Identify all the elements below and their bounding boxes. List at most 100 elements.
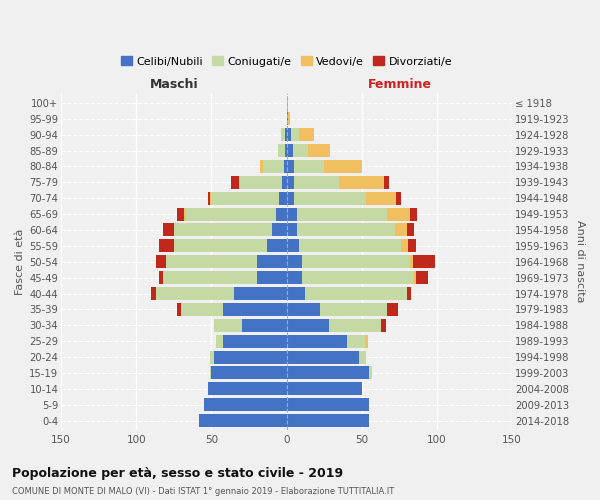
Bar	[287, 112, 288, 126]
Bar	[240, 176, 282, 189]
Bar	[297, 208, 388, 220]
Bar	[184, 208, 186, 220]
Bar	[156, 255, 166, 268]
Bar	[282, 176, 287, 189]
Bar	[347, 334, 365, 347]
Bar	[239, 176, 240, 189]
Bar	[329, 319, 382, 332]
Bar	[278, 144, 285, 157]
Bar	[294, 192, 367, 204]
Bar	[186, 208, 276, 220]
Bar	[287, 208, 297, 220]
Bar	[324, 160, 362, 173]
Bar	[320, 303, 388, 316]
Bar	[210, 350, 214, 364]
Bar	[395, 224, 407, 236]
Bar	[415, 271, 416, 284]
Bar	[276, 208, 287, 220]
Bar	[287, 128, 291, 141]
Bar	[166, 255, 257, 268]
Bar	[174, 240, 267, 252]
Bar	[287, 398, 370, 411]
Bar	[410, 208, 418, 220]
Bar	[294, 160, 324, 173]
Bar	[407, 224, 415, 236]
Bar	[284, 160, 287, 173]
Text: Popolazione per età, sesso e stato civile - 2019: Popolazione per età, sesso e stato civil…	[12, 468, 343, 480]
Bar	[287, 366, 370, 380]
Bar	[287, 96, 288, 110]
Bar	[293, 144, 308, 157]
Bar	[208, 382, 287, 396]
Bar	[257, 255, 287, 268]
Bar	[287, 334, 347, 347]
Bar	[367, 192, 397, 204]
Bar	[223, 334, 287, 347]
Bar	[385, 176, 389, 189]
Bar	[287, 144, 293, 157]
Bar	[302, 271, 415, 284]
Bar	[382, 319, 386, 332]
Bar	[174, 224, 272, 236]
Bar	[287, 271, 302, 284]
Bar	[287, 319, 329, 332]
Bar	[181, 303, 223, 316]
Bar	[287, 255, 302, 268]
Bar	[257, 271, 287, 284]
Bar	[223, 303, 287, 316]
Bar	[281, 128, 285, 141]
Bar	[208, 192, 210, 204]
Text: Femmine: Femmine	[367, 78, 431, 91]
Y-axis label: Fasce di età: Fasce di età	[15, 228, 25, 295]
Bar	[294, 176, 339, 189]
Bar	[287, 287, 305, 300]
Bar	[359, 350, 367, 364]
Bar	[410, 255, 413, 268]
Bar	[287, 192, 294, 204]
Bar	[287, 224, 297, 236]
Bar	[267, 240, 287, 252]
Bar	[279, 192, 287, 204]
Bar	[370, 366, 373, 380]
Bar	[413, 255, 436, 268]
Bar	[177, 208, 184, 220]
Bar	[407, 287, 412, 300]
Bar	[287, 414, 370, 427]
Bar	[388, 208, 410, 220]
Bar	[156, 287, 234, 300]
Bar	[214, 319, 242, 332]
Bar	[210, 192, 211, 204]
Bar	[260, 160, 263, 173]
Bar	[287, 240, 299, 252]
Text: COMUNE DI MONTE DI MALO (VI) - Dati ISTAT 1° gennaio 2019 - Elaborazione TUTTITA: COMUNE DI MONTE DI MALO (VI) - Dati ISTA…	[12, 487, 394, 496]
Bar	[401, 240, 409, 252]
Bar	[291, 128, 299, 141]
Text: Maschi: Maschi	[149, 78, 198, 91]
Bar	[211, 192, 279, 204]
Bar	[199, 414, 287, 427]
Bar	[302, 255, 410, 268]
Bar	[177, 303, 181, 316]
Bar	[242, 319, 287, 332]
Bar	[159, 271, 163, 284]
Bar	[287, 160, 294, 173]
Bar	[388, 303, 398, 316]
Bar	[285, 128, 287, 141]
Bar	[397, 192, 401, 204]
Bar	[365, 334, 368, 347]
Bar	[287, 382, 362, 396]
Bar	[297, 224, 395, 236]
Legend: Celibi/Nubili, Coniugati/e, Vedovi/e, Divorziati/e: Celibi/Nubili, Coniugati/e, Vedovi/e, Di…	[116, 52, 457, 71]
Bar	[204, 398, 287, 411]
Bar	[214, 350, 287, 364]
Bar	[339, 176, 385, 189]
Bar	[308, 144, 330, 157]
Bar	[272, 224, 287, 236]
Bar	[287, 303, 320, 316]
Bar	[416, 271, 428, 284]
Bar	[263, 160, 284, 173]
Bar	[287, 350, 359, 364]
Bar	[163, 271, 257, 284]
Bar	[234, 287, 287, 300]
Bar	[210, 366, 211, 380]
